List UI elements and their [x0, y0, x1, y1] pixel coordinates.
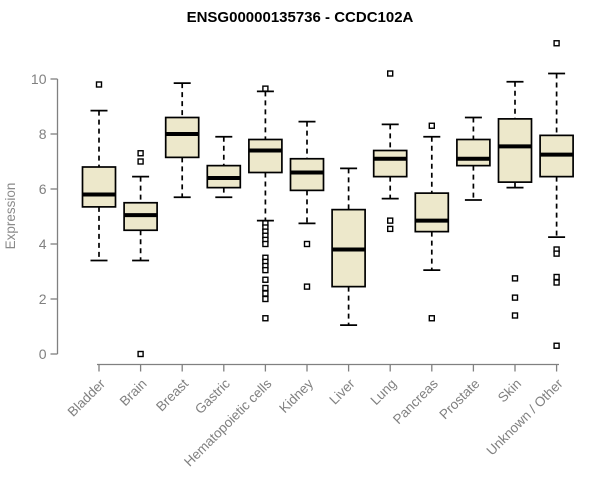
outlier-point: [387, 217, 394, 224]
box-group: [206, 135, 242, 199]
x-tick-label: Bladder: [65, 376, 109, 420]
outlier-point: [553, 279, 560, 286]
box-group: [539, 40, 574, 349]
y-tick-label: 10: [31, 71, 47, 87]
iqr-box: [81, 166, 117, 208]
y-tick-label: 0: [39, 346, 47, 362]
box-group: [331, 167, 366, 326]
outlier-point: [387, 70, 394, 77]
box-group: [164, 82, 200, 199]
box-group: [123, 150, 158, 358]
x-tick-label: Prostate: [436, 376, 482, 422]
outlier-point: [303, 283, 311, 290]
box-group: [414, 122, 450, 322]
iqr-box: [164, 116, 200, 159]
box-group: [456, 116, 491, 201]
y-tick-label: 4: [39, 236, 47, 252]
outlier-point: [387, 225, 394, 233]
x-tick-label: Pancreas: [390, 376, 441, 427]
x-tick-label: Kidney: [276, 376, 316, 416]
box-group: [372, 70, 408, 233]
outlier-point: [553, 250, 560, 257]
y-tick-label: 8: [39, 126, 47, 142]
outlier-point: [137, 350, 144, 358]
outlier-point: [553, 40, 560, 47]
outlier-point: [262, 284, 269, 292]
outlier-point: [553, 273, 560, 281]
outlier-point: [137, 150, 144, 157]
iqr-box: [456, 138, 491, 167]
outlier-point: [511, 312, 519, 319]
x-tick-label: Lung: [367, 376, 399, 408]
y-axis-title: Expression: [3, 183, 18, 250]
chart-title: ENSG00000135736 - CCDC102A: [187, 9, 414, 26]
outlier-point: [95, 81, 103, 88]
outlier-point: [553, 342, 560, 349]
outlier-point: [262, 276, 269, 283]
box-group: [289, 120, 325, 290]
x-tick-label: Breast: [153, 376, 191, 414]
y-tick-label: 2: [39, 291, 47, 307]
outlier-point: [262, 315, 269, 322]
outlier-point: [262, 295, 269, 303]
box-group: [81, 81, 117, 262]
iqr-box: [497, 118, 533, 183]
x-tick-label: Skin: [495, 376, 524, 405]
outlier-point: [262, 85, 269, 92]
x-tick-label: Brain: [117, 376, 150, 409]
outlier-point: [137, 158, 144, 165]
box-group: [497, 80, 533, 319]
box-group: [248, 85, 283, 322]
iqr-box: [289, 157, 325, 192]
outlier-point: [262, 240, 269, 248]
x-tick-label: Gastric: [192, 376, 233, 417]
outlier-point: [511, 294, 519, 301]
outlier-point: [303, 240, 311, 248]
outlier-point: [511, 275, 519, 282]
iqr-box: [248, 138, 283, 174]
outlier-point: [262, 290, 269, 297]
outlier-point: [428, 122, 435, 129]
outlier-point: [428, 315, 435, 322]
iqr-box: [414, 192, 450, 233]
x-tick-label: Liver: [326, 376, 358, 408]
y-tick-label: 6: [39, 181, 47, 197]
outlier-point: [262, 266, 269, 274]
x-tick-label: Unknown / Other: [483, 376, 566, 459]
iqr-box: [372, 149, 408, 178]
